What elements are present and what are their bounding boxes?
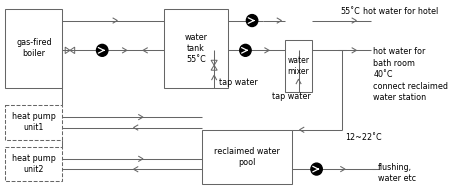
Bar bbox=[6, 9, 62, 88]
Bar bbox=[6, 105, 62, 140]
Circle shape bbox=[311, 163, 322, 175]
Text: reclaimed water
pool: reclaimed water pool bbox=[214, 147, 280, 167]
Bar bbox=[202, 130, 292, 184]
Circle shape bbox=[96, 44, 108, 56]
Circle shape bbox=[246, 15, 258, 26]
Text: flushing,
water etc: flushing, water etc bbox=[378, 163, 416, 182]
Circle shape bbox=[240, 44, 251, 56]
Text: tap water: tap water bbox=[272, 92, 311, 101]
Text: hot water for
bath room
40˚C
connect reclaimed
water station: hot water for bath room 40˚C connect rec… bbox=[373, 47, 449, 102]
Text: 55˚C: 55˚C bbox=[340, 7, 360, 16]
Text: heat pump
unit2: heat pump unit2 bbox=[12, 154, 56, 174]
Text: heat pump
unit1: heat pump unit1 bbox=[12, 112, 56, 132]
Bar bbox=[164, 9, 228, 88]
Text: gas-fired
boiler: gas-fired boiler bbox=[16, 38, 52, 58]
Text: hot water for hotel: hot water for hotel bbox=[363, 7, 438, 16]
Text: 12~22˚C: 12~22˚C bbox=[345, 133, 382, 142]
Bar bbox=[285, 40, 312, 92]
Bar bbox=[6, 147, 62, 181]
Text: water
tank
55˚C: water tank 55˚C bbox=[184, 33, 207, 64]
Text: water
mixer: water mixer bbox=[288, 56, 309, 76]
Text: tap water: tap water bbox=[219, 78, 258, 87]
